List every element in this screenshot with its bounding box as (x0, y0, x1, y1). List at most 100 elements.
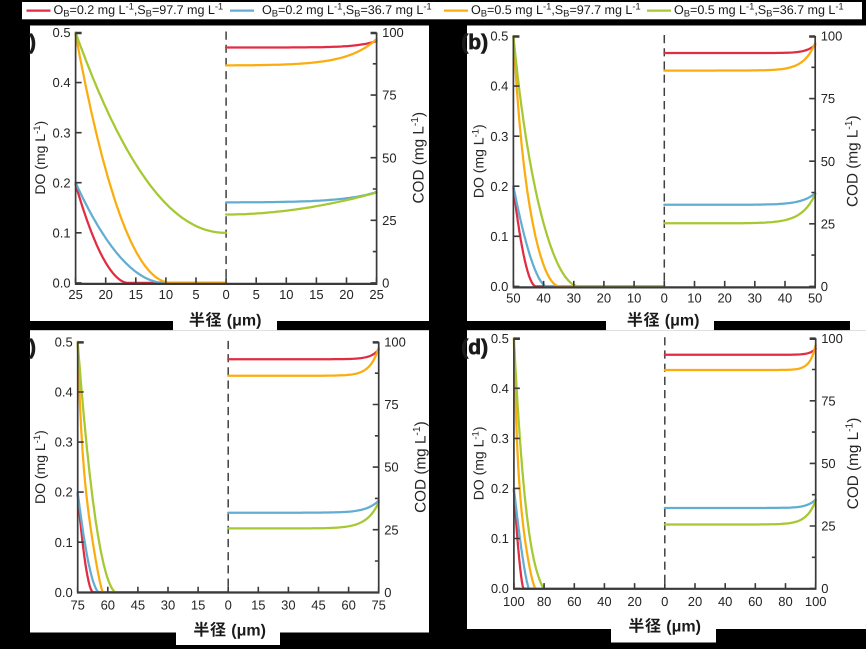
svg-text:0.1: 0.1 (491, 531, 509, 546)
svg-text:(μm): (μm) (227, 622, 266, 639)
svg-text:25: 25 (821, 216, 835, 231)
svg-text:45: 45 (131, 598, 145, 613)
svg-text:15: 15 (129, 287, 143, 302)
svg-text:10: 10 (159, 287, 173, 302)
svg-text:20: 20 (688, 594, 702, 609)
svg-text:0.5: 0.5 (490, 29, 508, 44)
svg-text:40: 40 (778, 291, 792, 306)
svg-text:0.3: 0.3 (55, 435, 73, 450)
svg-text:): ) (29, 31, 36, 54)
svg-text:COD (mg L-1): COD (mg L-1) (844, 115, 861, 207)
svg-text:0.1: 0.1 (55, 535, 73, 550)
svg-text:0.5: 0.5 (491, 331, 509, 346)
svg-text:100: 100 (805, 594, 827, 609)
svg-text:20: 20 (597, 291, 611, 306)
svg-text:60: 60 (567, 594, 581, 609)
svg-text:20: 20 (339, 287, 353, 302)
svg-text:0.2: 0.2 (490, 179, 508, 194)
svg-text:60: 60 (748, 594, 762, 609)
svg-text:25: 25 (369, 287, 383, 302)
svg-text:25: 25 (382, 213, 396, 228)
svg-text:50: 50 (821, 456, 835, 471)
svg-text:0.0: 0.0 (491, 581, 509, 596)
svg-text:75: 75 (384, 397, 398, 412)
svg-text:0.4: 0.4 (491, 381, 509, 396)
svg-text:DO (mg L-1): DO (mg L-1) (471, 426, 487, 500)
svg-text:(b): (b) (461, 31, 488, 54)
svg-text:0: 0 (821, 279, 828, 294)
svg-text:0.2: 0.2 (53, 175, 71, 190)
svg-text:10: 10 (627, 291, 641, 306)
svg-text:75: 75 (382, 88, 396, 103)
svg-text:50: 50 (821, 154, 835, 169)
svg-text:15: 15 (191, 598, 205, 613)
svg-text:20: 20 (717, 291, 731, 306)
svg-text:OB=0.5 mg L-1,SB=97.7 mg L-1: OB=0.5 mg L-1,SB=97.7 mg L-1 (471, 2, 641, 20)
svg-text:30: 30 (281, 598, 295, 613)
svg-text:100: 100 (384, 335, 406, 350)
svg-text:0: 0 (661, 291, 668, 306)
svg-text:0.3: 0.3 (490, 129, 508, 144)
svg-text:15: 15 (309, 287, 323, 302)
svg-text:0.1: 0.1 (53, 225, 71, 240)
svg-text:0.4: 0.4 (490, 79, 508, 94)
svg-text:0: 0 (225, 598, 232, 613)
svg-text:0.5: 0.5 (53, 25, 71, 40)
svg-text:5: 5 (192, 287, 199, 302)
svg-text:OB=0.2 mg L-1,SB=36.7 mg L-1: OB=0.2 mg L-1,SB=36.7 mg L-1 (262, 2, 432, 20)
svg-text:0.5: 0.5 (55, 335, 73, 350)
svg-text:100: 100 (503, 594, 525, 609)
svg-text:0: 0 (382, 276, 389, 291)
svg-text:COD (mg L-1): COD (mg L-1) (410, 112, 427, 204)
svg-text:10: 10 (279, 287, 293, 302)
svg-text:75: 75 (821, 91, 835, 106)
svg-text:50: 50 (808, 291, 822, 306)
svg-text:(μm): (μm) (222, 313, 261, 330)
svg-text:0.2: 0.2 (491, 481, 509, 496)
svg-text:0.0: 0.0 (490, 279, 508, 294)
svg-text:75: 75 (821, 393, 835, 408)
svg-text:30: 30 (567, 291, 581, 306)
svg-text:0.0: 0.0 (53, 276, 71, 291)
svg-text:DO (mg L-1): DO (mg L-1) (32, 121, 48, 195)
svg-text:100: 100 (382, 25, 404, 40)
svg-text:0.4: 0.4 (55, 385, 73, 400)
svg-text:30: 30 (748, 291, 762, 306)
svg-text:40: 40 (718, 594, 732, 609)
svg-text:0: 0 (384, 585, 391, 600)
svg-text:OB=0.5 mg L-1,SB=36.7 mg L-1: OB=0.5 mg L-1,SB=36.7 mg L-1 (674, 2, 844, 20)
svg-text:0.3: 0.3 (53, 125, 71, 140)
svg-text:80: 80 (537, 594, 551, 609)
svg-text:75: 75 (371, 598, 385, 613)
svg-text:DO (mg L-1): DO (mg L-1) (32, 430, 48, 504)
svg-text:(d): (d) (461, 336, 488, 359)
svg-text:0: 0 (661, 594, 668, 609)
svg-text:45: 45 (311, 598, 325, 613)
svg-text:COD (mg L-1): COD (mg L-1) (845, 418, 862, 510)
svg-text:40: 40 (597, 594, 611, 609)
svg-text:20: 20 (98, 287, 112, 302)
svg-text:0.4: 0.4 (53, 75, 71, 90)
svg-text:15: 15 (251, 598, 265, 613)
svg-text:60: 60 (341, 598, 355, 613)
svg-text:(μm): (μm) (662, 619, 701, 636)
svg-text:50: 50 (506, 291, 520, 306)
svg-text:0.2: 0.2 (55, 485, 73, 500)
svg-text:0.0: 0.0 (55, 585, 73, 600)
svg-text:): ) (29, 336, 36, 359)
svg-text:DO (mg L-1): DO (mg L-1) (471, 124, 487, 198)
svg-text:0.3: 0.3 (491, 431, 509, 446)
svg-text:100: 100 (821, 331, 843, 346)
svg-text:0.1: 0.1 (490, 229, 508, 244)
svg-text:80: 80 (778, 594, 792, 609)
svg-text:25: 25 (821, 519, 835, 534)
svg-text:10: 10 (687, 291, 701, 306)
svg-text:20: 20 (627, 594, 641, 609)
svg-text:OB=0.2 mg L-1,SB=97.7 mg L-1: OB=0.2 mg L-1,SB=97.7 mg L-1 (54, 2, 224, 20)
svg-text:5: 5 (253, 287, 260, 302)
svg-text:100: 100 (821, 29, 843, 44)
svg-text:40: 40 (536, 291, 550, 306)
svg-text:30: 30 (161, 598, 175, 613)
svg-text:0: 0 (222, 287, 229, 302)
svg-text:60: 60 (101, 598, 115, 613)
